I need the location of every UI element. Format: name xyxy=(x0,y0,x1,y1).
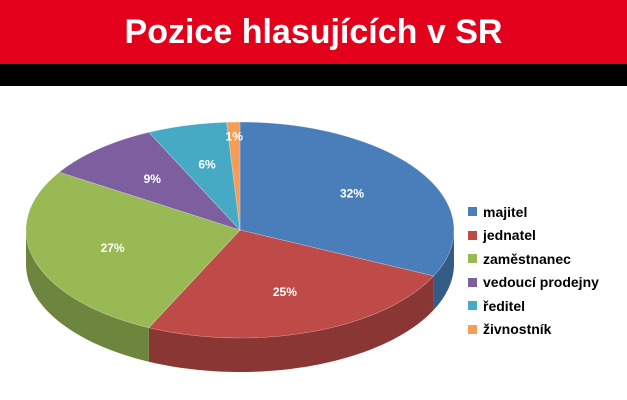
legend-label: majitel xyxy=(483,203,528,220)
legend-label: jednatel xyxy=(483,227,536,244)
data-label-zaměstnanec: 27% xyxy=(101,241,125,255)
slice-vedoucí-prodejny xyxy=(58,131,242,231)
slice-side-majitel xyxy=(433,230,454,310)
slice-živnostník xyxy=(226,121,241,231)
legend-label: zaměstnanec xyxy=(483,250,571,267)
data-label-vedoucí-prodejny: 9% xyxy=(144,172,162,186)
slice-majitel xyxy=(239,121,455,277)
legend-item-jednatel: jednatel xyxy=(468,224,623,248)
legend-swatch xyxy=(468,277,477,287)
legend-label: ředitel xyxy=(483,297,526,314)
slice-jednatel xyxy=(148,229,435,339)
chart-legend: majitel jednatel zaměstnanec vedoucí prodej… xyxy=(468,200,623,341)
divider-band xyxy=(0,64,627,86)
data-label-jednatel: 25% xyxy=(273,285,297,299)
pie-sides xyxy=(26,230,454,372)
legend-item-vedoucí-prodejny: vedoucí prodejny xyxy=(468,271,623,295)
legend-item-majitel: majitel xyxy=(468,200,623,224)
data-label-ředitel: 6% xyxy=(198,157,216,171)
slice-side-zaměstnanec xyxy=(26,230,149,362)
legend-swatch xyxy=(468,230,477,240)
legend-item-zaměstnanec: zaměstnanec xyxy=(468,247,623,271)
legend-item-ředitel: ředitel xyxy=(468,294,623,318)
slice-ředitel xyxy=(148,121,241,231)
legend-label: vedoucí prodejny xyxy=(483,274,599,291)
title-banner: Pozice hlasujících v SR xyxy=(0,0,627,64)
legend-swatch xyxy=(468,301,477,311)
legend-label: živnostník xyxy=(483,321,552,338)
legend-swatch xyxy=(468,207,477,217)
pie-chart: 32% 25% 27% 9% 6% 1% xyxy=(25,121,455,372)
slice-side-jednatel xyxy=(148,275,434,372)
pie-tops xyxy=(25,121,455,339)
legend-swatch xyxy=(468,324,477,334)
slice-zaměstnanec xyxy=(25,171,241,329)
data-label-živnostník: 1% xyxy=(226,129,244,143)
legend-swatch xyxy=(468,254,477,264)
pie-labels: 32% 25% 27% 9% 6% 1% xyxy=(101,129,365,299)
data-label-majitel: 32% xyxy=(340,186,364,200)
page-title: Pozice hlasujících v SR xyxy=(124,12,503,51)
legend-item-živnostník: živnostník xyxy=(468,318,623,342)
